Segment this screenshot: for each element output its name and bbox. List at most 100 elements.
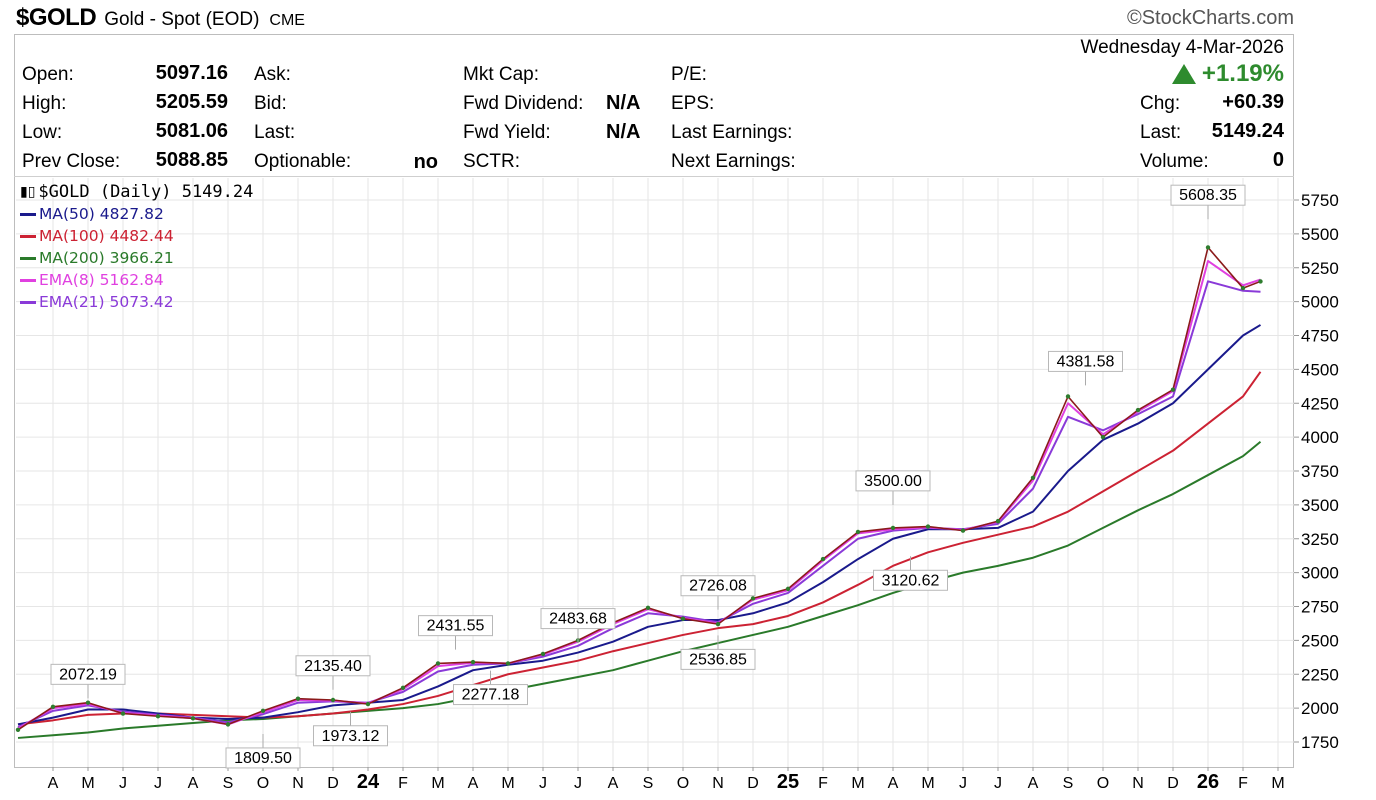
x-tick-label: F [398, 775, 408, 792]
y-tick-label: 2000 [1301, 699, 1339, 718]
y-tick-label: 4750 [1301, 327, 1339, 346]
annotation-label: 1809.50 [234, 750, 292, 767]
price-point [505, 661, 511, 666]
chart-frame [14, 34, 1294, 768]
y-tick-label: 3000 [1301, 564, 1339, 583]
x-tick-label: A [1028, 775, 1039, 792]
price-point [225, 722, 231, 727]
price-point [50, 704, 56, 709]
price-point [120, 711, 126, 716]
ticker-symbol[interactable]: $GOLD [16, 4, 97, 31]
annotation-label: 3500.00 [864, 473, 922, 490]
x-tick-label: M [501, 775, 514, 792]
x-tick-label: A [48, 775, 59, 792]
y-tick-label: 5250 [1301, 259, 1339, 278]
y-tick-label: 4250 [1301, 394, 1339, 413]
x-tick-label: S [223, 775, 234, 792]
x-tick-label: M [81, 775, 94, 792]
prev-close-value: 5088.85 [155, 149, 228, 171]
fwd-dividend-label: Fwd Dividend: [463, 93, 584, 114]
annotation-box [225, 747, 301, 769]
series-line-ma-100- [17, 371, 1262, 726]
x-tick-label: F [818, 775, 828, 792]
y-tick-label: 1750 [1301, 733, 1339, 752]
low-label: Low: [22, 122, 63, 143]
legend-ma200: MA(200) 3966.21 [39, 249, 174, 267]
price-point [400, 685, 406, 690]
x-tick-label: A [188, 775, 199, 792]
annotation-label: 5608.35 [1179, 187, 1237, 204]
x-tick-label: J [959, 775, 967, 792]
x-tick-label: N [712, 775, 724, 792]
x-tick-label: A [468, 775, 479, 792]
next-earnings-label: Next Earnings: [671, 151, 796, 172]
annotation-label: 2135.40 [304, 658, 362, 675]
annotation-box [855, 470, 931, 492]
panel-divider [14, 176, 1294, 177]
price-point [820, 556, 826, 562]
high-value: 5205.59 [155, 91, 228, 113]
last-label: Last: [254, 122, 296, 143]
y-tick-label: 3750 [1301, 462, 1339, 481]
price-point [540, 651, 546, 657]
annotation-label: 1973.12 [322, 728, 380, 745]
x-tick-label: M [431, 775, 444, 792]
price-point [295, 696, 301, 701]
open-value: 5097.16 [155, 62, 228, 84]
price-point [890, 525, 896, 531]
x-tick-label: J [539, 775, 547, 792]
y-tick-label: 2500 [1301, 631, 1339, 650]
x-tick-label: J [154, 775, 162, 792]
x-tick-label: M [1271, 775, 1284, 792]
price-point [750, 596, 756, 601]
x-tick-label: 25 [777, 771, 799, 793]
annotation-box [313, 725, 388, 747]
annotation-box [50, 663, 126, 685]
y-tick-label: 2750 [1301, 598, 1339, 617]
legend-swatch [20, 300, 36, 304]
brand-logo[interactable]: ©StockCharts.com [1126, 7, 1294, 29]
price-point [470, 659, 476, 665]
volume-value: 0 [1272, 149, 1284, 171]
price-point [855, 529, 861, 535]
mkt-cap-label: Mkt Cap: [463, 64, 540, 85]
annotation-box [1048, 350, 1123, 372]
chart-legend: ▮▯ $GOLD (Daily) 5149.24 MA(50) 4827.82 … [20, 181, 253, 313]
legend-swatch [20, 212, 36, 216]
legend-item: MA(200) 3966.21 [20, 247, 253, 269]
x-tick-label: J [119, 775, 127, 792]
price-point [15, 727, 21, 733]
legend-swatch [20, 256, 36, 260]
legend-swatch [20, 278, 36, 282]
y-tick-label: 2250 [1301, 665, 1339, 684]
annotation-label: 2431.55 [427, 618, 485, 635]
annotation-box [1170, 184, 1246, 206]
series-line-ema-8- [17, 259, 1261, 730]
price-point [1100, 434, 1106, 440]
price-point [785, 586, 791, 592]
eps-label: EPS: [671, 93, 715, 114]
exchange-label: CME [269, 12, 305, 29]
price-point [365, 701, 371, 707]
price-point [960, 528, 966, 533]
x-tick-label: J [994, 775, 1002, 792]
x-tick-label: A [888, 775, 899, 792]
annotation-label: 3120.62 [882, 572, 940, 589]
annotation-label: 2072.19 [59, 666, 117, 683]
annotation-box [295, 655, 371, 677]
fwd-yield-label: Fwd Yield: [463, 122, 551, 143]
pe-label: P/E: [671, 64, 707, 85]
y-tick-label: 4000 [1301, 428, 1339, 447]
annotation-box [540, 608, 616, 630]
x-tick-label: M [851, 775, 864, 792]
annotation-label: 4381.58 [1057, 353, 1115, 370]
annotation-label: 2726.08 [689, 578, 747, 595]
x-tick-label: N [1132, 775, 1144, 792]
price-point [330, 697, 336, 703]
chart-header: $GOLD Gold - Spot (EOD) CME [16, 4, 305, 32]
price-point [715, 621, 721, 627]
sctr-label: SCTR: [463, 151, 520, 172]
x-tick-label: O [677, 775, 689, 792]
high-label: High: [22, 93, 67, 114]
